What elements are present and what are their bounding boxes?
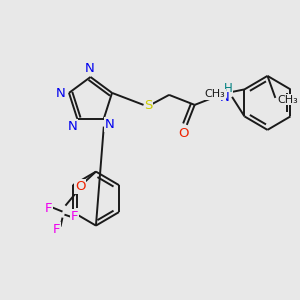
Text: CH₃: CH₃ (278, 95, 298, 105)
Text: CH₃: CH₃ (205, 89, 225, 99)
Text: N: N (105, 118, 115, 131)
Text: F: F (45, 202, 52, 215)
Text: F: F (70, 210, 78, 223)
Text: N: N (219, 92, 229, 104)
Text: N: N (55, 87, 65, 101)
Text: H: H (224, 82, 233, 95)
Text: O: O (75, 180, 86, 193)
Text: N: N (85, 62, 94, 76)
Text: F: F (53, 223, 60, 236)
Text: O: O (178, 128, 189, 140)
Text: S: S (144, 99, 153, 112)
Text: N: N (68, 120, 77, 133)
